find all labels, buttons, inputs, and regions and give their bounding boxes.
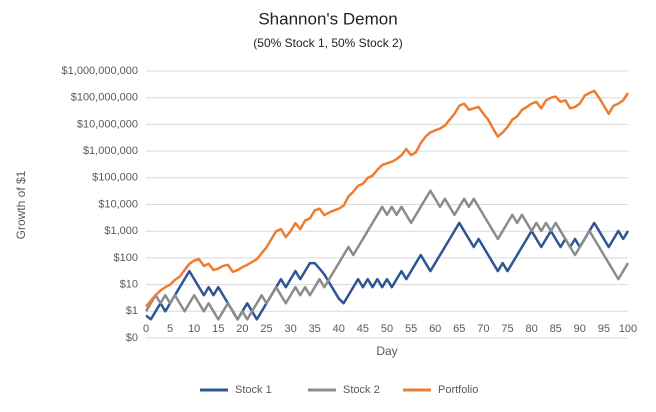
x-tick-label: 100	[619, 323, 637, 335]
chart-title: Shannon's Demon	[258, 9, 397, 28]
x-tick-label: 95	[598, 323, 610, 335]
x-tick-label: 40	[333, 323, 345, 335]
legend-label: Portfolio	[438, 384, 478, 396]
x-tick-label: 45	[357, 323, 369, 335]
y-tick-label: $100,000,000	[71, 92, 138, 104]
series-line	[144, 189, 630, 321]
x-tick-label: 90	[574, 323, 586, 335]
x-tick-label: 20	[236, 323, 248, 335]
y-tick-label: $10,000	[98, 198, 138, 210]
y-tick-label: $10,000,000	[77, 118, 138, 130]
x-tick-label: 75	[501, 323, 513, 335]
x-tick-label: 80	[525, 323, 537, 335]
legend-label: Stock 2	[343, 384, 380, 396]
x-tick-label: 25	[260, 323, 272, 335]
x-tick-label: 15	[212, 323, 224, 335]
y-axis-title: Growth of $1	[14, 170, 28, 239]
x-tick-label: 5	[167, 323, 173, 335]
x-tick-label: 85	[550, 323, 562, 335]
x-tick-label: 50	[381, 323, 393, 335]
x-tick-label: 30	[284, 323, 296, 335]
y-tick-label: $10	[120, 279, 138, 291]
x-tick-label: 55	[405, 323, 417, 335]
y-tick-label: $0	[126, 332, 138, 344]
chart-subtitle: (50% Stock 1, 50% Stock 2)	[253, 36, 402, 50]
x-tick-label: 35	[309, 323, 321, 335]
x-tick-label: 10	[188, 323, 200, 335]
x-tick-label: 0	[143, 323, 149, 335]
series-line	[145, 89, 630, 308]
x-tick-label: 70	[477, 323, 489, 335]
x-axis-title: Day	[376, 344, 397, 358]
series-line	[145, 221, 630, 321]
y-tick-label: $1,000,000	[83, 145, 138, 157]
y-tick-label: $1,000,000,000	[62, 65, 138, 77]
y-tick-label: $1	[126, 305, 138, 317]
x-tick-label: 65	[453, 323, 465, 335]
legend-label: Stock 1	[235, 384, 272, 396]
y-tick-label: $100	[114, 252, 138, 264]
y-tick-label: $100,000	[92, 172, 138, 184]
x-tick-label: 60	[429, 323, 441, 335]
y-tick-label: $1,000	[104, 225, 138, 237]
